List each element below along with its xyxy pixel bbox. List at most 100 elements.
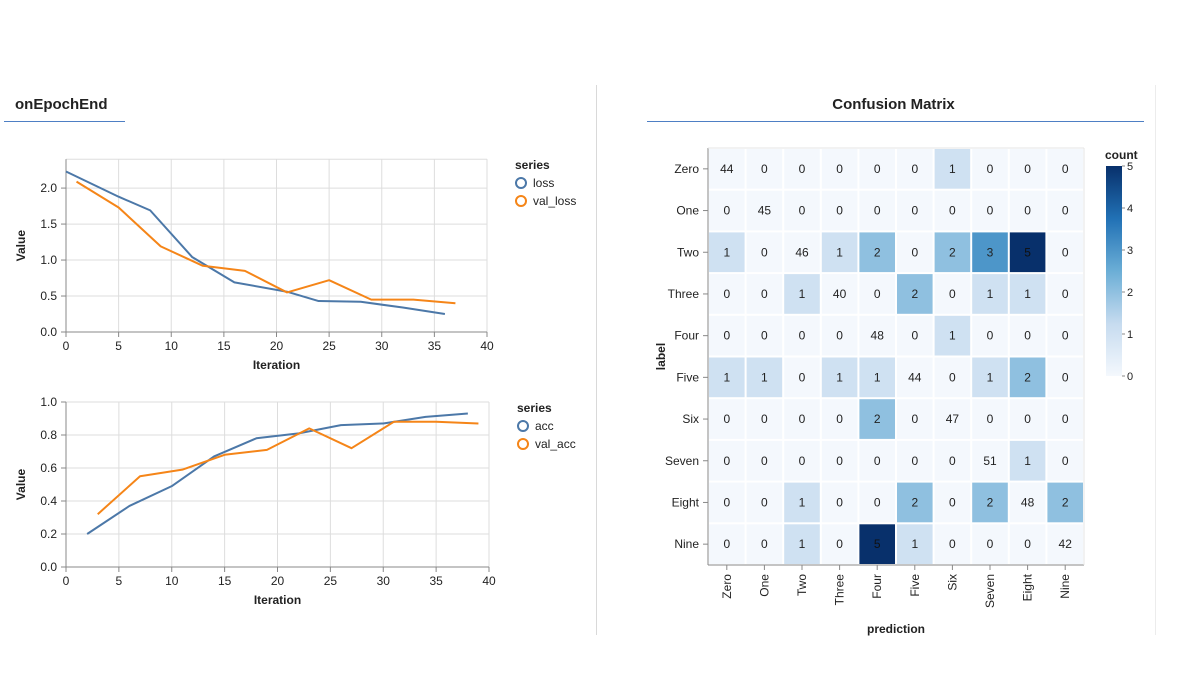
x-tick-label: 0 <box>63 574 70 588</box>
heatmap-cell <box>1009 274 1046 314</box>
cell-value: 0 <box>949 495 956 509</box>
cell-value: 42 <box>1059 537 1073 551</box>
heatmap-cell <box>1047 440 1083 481</box>
cell-value: 2 <box>874 412 881 426</box>
y-tick-label: One <box>676 204 699 218</box>
y-axis-title: Value <box>14 469 28 501</box>
legend-symbol-acc <box>517 420 529 432</box>
cell-value: 1 <box>799 495 806 509</box>
cell-value: 0 <box>761 454 768 468</box>
cell-value: 40 <box>833 287 847 301</box>
cell-value: 48 <box>871 329 885 343</box>
x-tick-label: Six <box>945 574 959 591</box>
heatmap-cell <box>1047 232 1083 273</box>
y-tick-label: 1.5 <box>40 217 57 231</box>
cell-value: 0 <box>874 495 881 509</box>
legend-label-val-loss: val_loss <box>533 194 576 208</box>
heatmap-cell <box>1047 315 1083 356</box>
heatmap-cell <box>821 482 858 523</box>
x-tick-label: Nine <box>1058 574 1072 599</box>
cell-value: 0 <box>874 204 881 218</box>
heatmap-cell <box>972 315 1008 356</box>
legend-title: series <box>517 401 552 415</box>
cell-value: 0 <box>723 537 730 551</box>
heatmap-cell <box>784 149 820 189</box>
cell-value: 0 <box>949 537 956 551</box>
heatmap-cell <box>859 149 895 189</box>
cell-value: 1 <box>911 537 918 551</box>
heatmap-cell <box>709 357 745 398</box>
cell-value: 0 <box>761 287 768 301</box>
cell-value: 1 <box>761 370 768 384</box>
cell-value: 0 <box>1024 412 1031 426</box>
x-tick-label: Four <box>870 574 884 599</box>
cell-value: 0 <box>799 204 806 218</box>
heatmap-cell <box>859 274 895 314</box>
cell-value: 0 <box>874 162 881 176</box>
y-tick-label: Eight <box>672 495 700 509</box>
x-tick-label: 15 <box>217 339 231 353</box>
heatmap-cell <box>784 524 820 564</box>
heatmap-cell <box>934 274 971 314</box>
heatmap-cell <box>746 440 783 481</box>
heatmap-cell <box>934 149 971 189</box>
cell-value: 5 <box>874 537 881 551</box>
y-axis-title: label <box>654 343 668 370</box>
heatmap-cell <box>709 440 745 481</box>
heatmap-cell <box>821 524 858 564</box>
legend-label-loss: loss <box>533 176 554 190</box>
heatmap-cell <box>934 357 971 398</box>
x-tick-label: 25 <box>324 574 338 588</box>
y-tick-label: 1.0 <box>40 395 57 409</box>
x-tick-label: 5 <box>116 574 123 588</box>
heatmap-cell <box>784 440 820 481</box>
heatmap-cell <box>859 232 895 273</box>
heatmap-cell <box>897 232 933 273</box>
x-tick-label: Eight <box>1021 573 1035 601</box>
y-tick-label: 0.8 <box>40 428 57 442</box>
x-tick-label: 25 <box>322 339 336 353</box>
heatmap-cell <box>746 315 783 356</box>
heatmap-cell <box>709 149 745 189</box>
heatmap-cell <box>709 315 745 356</box>
cell-value: 0 <box>1024 537 1031 551</box>
cell-value: 0 <box>1062 454 1069 468</box>
heatmap-cell <box>897 149 933 189</box>
heatmap-cell <box>934 482 971 523</box>
x-tick-label: Zero <box>720 574 734 599</box>
cell-value: 0 <box>1024 329 1031 343</box>
legend-symbol-loss <box>515 177 527 189</box>
heatmap-cell <box>859 440 895 481</box>
heatmap-cell <box>1009 149 1046 189</box>
cell-value: 0 <box>799 454 806 468</box>
panel-title-underline <box>647 121 1144 122</box>
cell-value: 1 <box>949 162 956 176</box>
x-axis-title: Iteration <box>254 593 301 607</box>
heatmap-cell <box>1009 524 1046 564</box>
heatmap-cell <box>897 315 933 356</box>
heatmap-cell <box>746 399 783 439</box>
cell-value: 0 <box>799 329 806 343</box>
cell-value: 0 <box>836 162 843 176</box>
cell-value: 0 <box>1062 412 1069 426</box>
colorbar-tick-label: 5 <box>1127 161 1133 173</box>
series-line-acc <box>86 412 468 535</box>
heatmap-cell <box>1047 482 1083 523</box>
cell-value: 0 <box>723 329 730 343</box>
cell-value: 0 <box>874 454 881 468</box>
y-axis-title: Value <box>14 230 28 262</box>
cell-value: 48 <box>1021 495 1035 509</box>
cell-value: 2 <box>1062 495 1069 509</box>
cell-value: 0 <box>761 495 768 509</box>
panel-title-confusion-matrix: Confusion Matrix <box>832 96 955 113</box>
heatmap-cell <box>1047 274 1083 314</box>
cell-value: 47 <box>946 412 960 426</box>
series-line-val-loss <box>76 180 456 305</box>
heatmap-cell <box>821 149 858 189</box>
x-tick-label: 40 <box>480 339 494 353</box>
cell-value: 44 <box>720 162 734 176</box>
cell-value: 0 <box>949 287 956 301</box>
panel-title-onepochend: onEpochEnd <box>15 96 108 113</box>
y-tick-label: 0.4 <box>40 494 57 508</box>
colorbar-tick-label: 0 <box>1127 371 1133 383</box>
